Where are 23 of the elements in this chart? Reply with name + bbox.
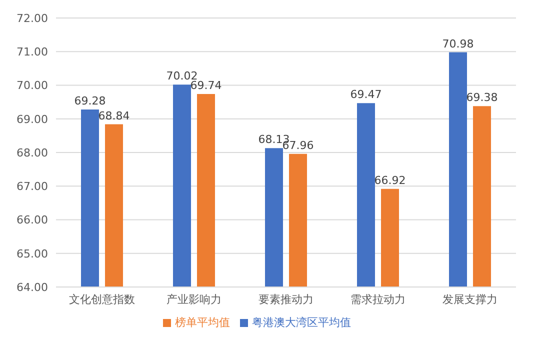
y-tick-label: 67.00: [16, 180, 48, 194]
legend-label: 榜单平均值: [175, 316, 230, 329]
data-label: 69.47: [350, 88, 382, 102]
y-tick-label: 69.00: [16, 112, 48, 126]
x-tick-label: 要素推动力: [258, 292, 314, 306]
y-tick-label: 66.00: [16, 214, 48, 227]
y-tick-label: 72.00: [16, 12, 48, 25]
data-label: 66.92: [374, 174, 406, 187]
data-label: 69.28: [74, 94, 106, 108]
data-label: 68.84: [98, 109, 130, 122]
y-tick-label: 68.00: [16, 146, 48, 160]
y-tick-label: 65.00: [16, 247, 48, 260]
data-label: 69.74: [190, 78, 222, 92]
y-tick-label: 70.00: [16, 79, 48, 92]
x-tick-label: 需求拉动力: [350, 292, 406, 306]
data-label: 70.98: [442, 37, 474, 50]
x-tick-label: 产业影响力: [166, 292, 222, 306]
y-tick-label: 64.00: [16, 280, 48, 294]
legend-label: 粤港澳大湾区平均值: [252, 316, 351, 329]
x-tick-label: 文化创意指数: [69, 292, 135, 306]
data-label: 69.38: [466, 91, 498, 104]
x-tick-label: 发展支撑力: [442, 292, 498, 306]
y-tick-label: 71.00: [16, 46, 48, 59]
